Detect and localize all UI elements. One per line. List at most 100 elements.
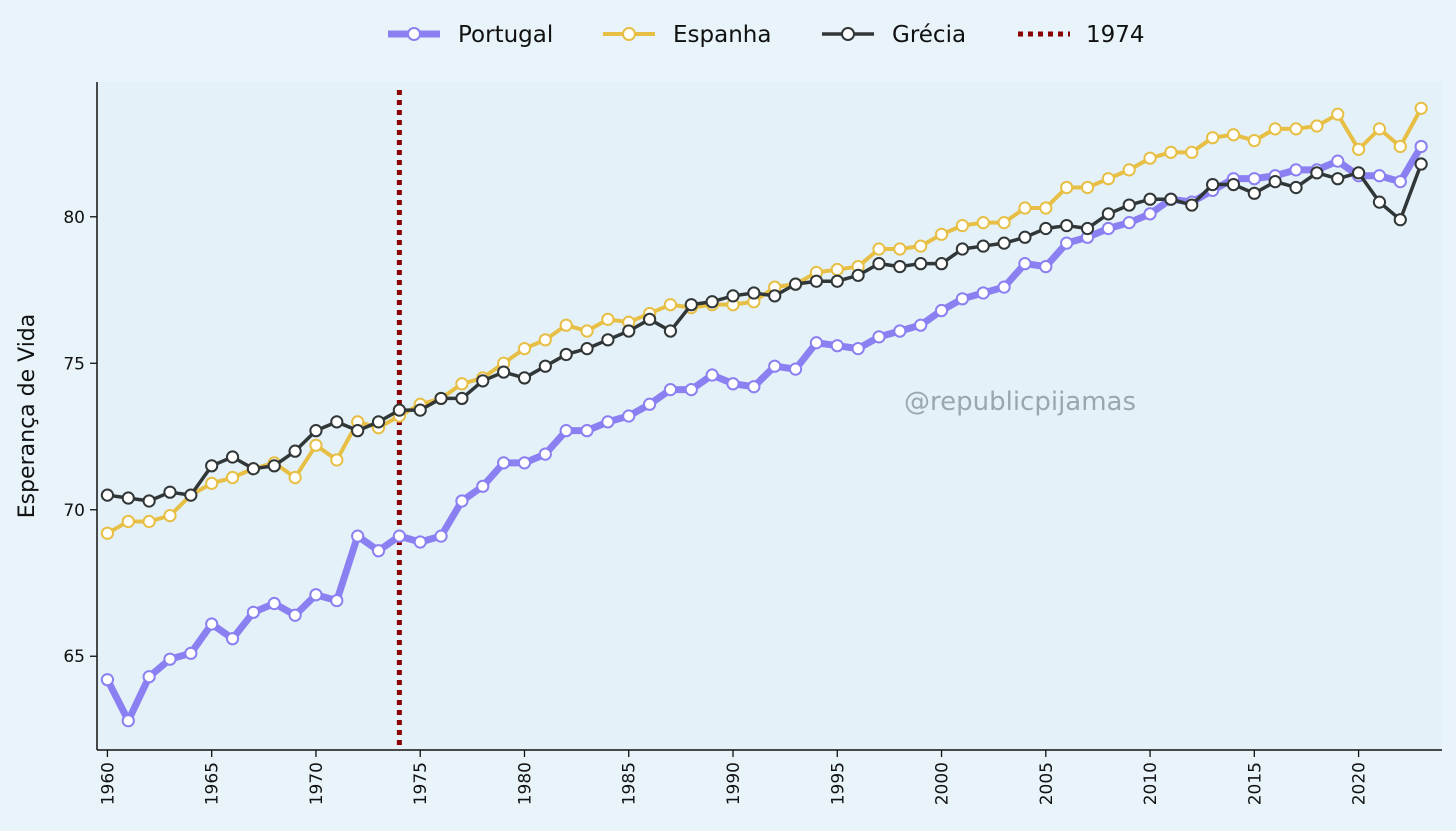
data-point [642, 397, 657, 411]
data-point [1351, 166, 1366, 180]
legend-marker [622, 27, 636, 41]
data-point [184, 488, 198, 502]
data-point [225, 632, 240, 646]
legend-label: 1974 [1086, 22, 1145, 48]
data-point [580, 342, 594, 356]
data-point [976, 286, 990, 300]
data-point [684, 383, 698, 397]
data-point [622, 409, 636, 423]
x-tick-label: 2015 [1245, 762, 1265, 805]
data-point [267, 596, 281, 611]
data-point [1393, 139, 1407, 154]
data-point [1226, 177, 1241, 192]
legend-item-1974: 1974 [1018, 22, 1145, 48]
data-point [1351, 142, 1366, 156]
data-point [476, 479, 490, 493]
data-point [580, 424, 594, 438]
y-axis-ticks: 65 70 75 80 [63, 208, 97, 667]
data-point [1372, 169, 1387, 183]
legend: Portugal Espanha Grécia 1974 [388, 22, 1145, 48]
data-point [1206, 131, 1220, 145]
data-point [622, 324, 636, 338]
data-point [809, 336, 824, 350]
data-point [747, 380, 761, 394]
data-point [205, 476, 219, 490]
data-point [1372, 122, 1387, 136]
data-point [914, 257, 928, 271]
data-point [726, 289, 740, 303]
data-point [1414, 101, 1428, 115]
data-point [1018, 257, 1032, 271]
data-point [934, 303, 949, 318]
data-point [1164, 192, 1178, 206]
data-point [309, 588, 323, 602]
data-point [1247, 133, 1261, 148]
data-point [497, 365, 511, 379]
data-point [1185, 145, 1199, 159]
data-point [351, 424, 365, 438]
x-tick-label: 1995 [828, 762, 848, 805]
data-point [330, 453, 344, 467]
legend-label: Portugal [458, 22, 553, 48]
data-point [1018, 201, 1032, 215]
data-point [830, 274, 844, 288]
data-point [768, 289, 782, 303]
data-point [1414, 157, 1428, 171]
watermark: @republicpijamas [904, 387, 1136, 417]
data-point [1331, 154, 1345, 168]
data-point [392, 403, 406, 417]
data-point [455, 494, 469, 508]
legend-label: Espanha [673, 22, 771, 48]
series-grécia [100, 157, 1428, 508]
data-point [747, 286, 761, 300]
data-point [184, 646, 198, 660]
data-point [1206, 177, 1220, 192]
data-point [1226, 128, 1241, 142]
data-point [684, 298, 698, 312]
data-point [1122, 198, 1136, 212]
data-point [1268, 122, 1282, 136]
data-point [893, 242, 907, 256]
data-point [788, 362, 803, 376]
data-point [1060, 218, 1074, 233]
data-point [517, 456, 532, 470]
data-point [1060, 180, 1074, 195]
legend-item-grécia: Grécia [822, 22, 966, 48]
data-point [830, 339, 844, 353]
data-point [517, 371, 532, 385]
x-tick-label: 1980 [515, 762, 535, 805]
data-point [163, 509, 177, 523]
data-point [601, 333, 615, 347]
data-point [1018, 230, 1032, 244]
data-point [1060, 236, 1074, 250]
plot-area-background [97, 82, 1442, 750]
series-portugal [100, 139, 1428, 728]
data-point [580, 324, 594, 338]
data-point [121, 714, 135, 728]
data-point [309, 424, 323, 438]
data-point [1289, 180, 1303, 195]
data-point [497, 456, 511, 470]
legend-item-espanha: Espanha [603, 22, 771, 48]
data-point [1331, 107, 1345, 121]
data-point [1289, 163, 1303, 177]
data-point [768, 359, 782, 373]
data-point [1310, 119, 1324, 133]
x-tick-label: 2000 [933, 762, 953, 805]
legend-marker [407, 27, 421, 41]
data-point [225, 470, 240, 485]
data-point [392, 529, 406, 543]
x-tick-label: 1965 [203, 762, 223, 805]
data-point [1122, 163, 1136, 177]
y-tick-label: 80 [63, 208, 85, 228]
data-point [309, 438, 323, 452]
data-point [1164, 145, 1178, 159]
data-point [351, 529, 365, 543]
x-axis-ticks: 1960 1965 1970 1975 1980 1985 1990 1995 2000 2005… [98, 750, 1370, 805]
data-point [1414, 139, 1428, 154]
data-point [559, 424, 573, 438]
data-point [1310, 166, 1324, 180]
data-point [246, 462, 260, 476]
data-point [872, 330, 886, 344]
